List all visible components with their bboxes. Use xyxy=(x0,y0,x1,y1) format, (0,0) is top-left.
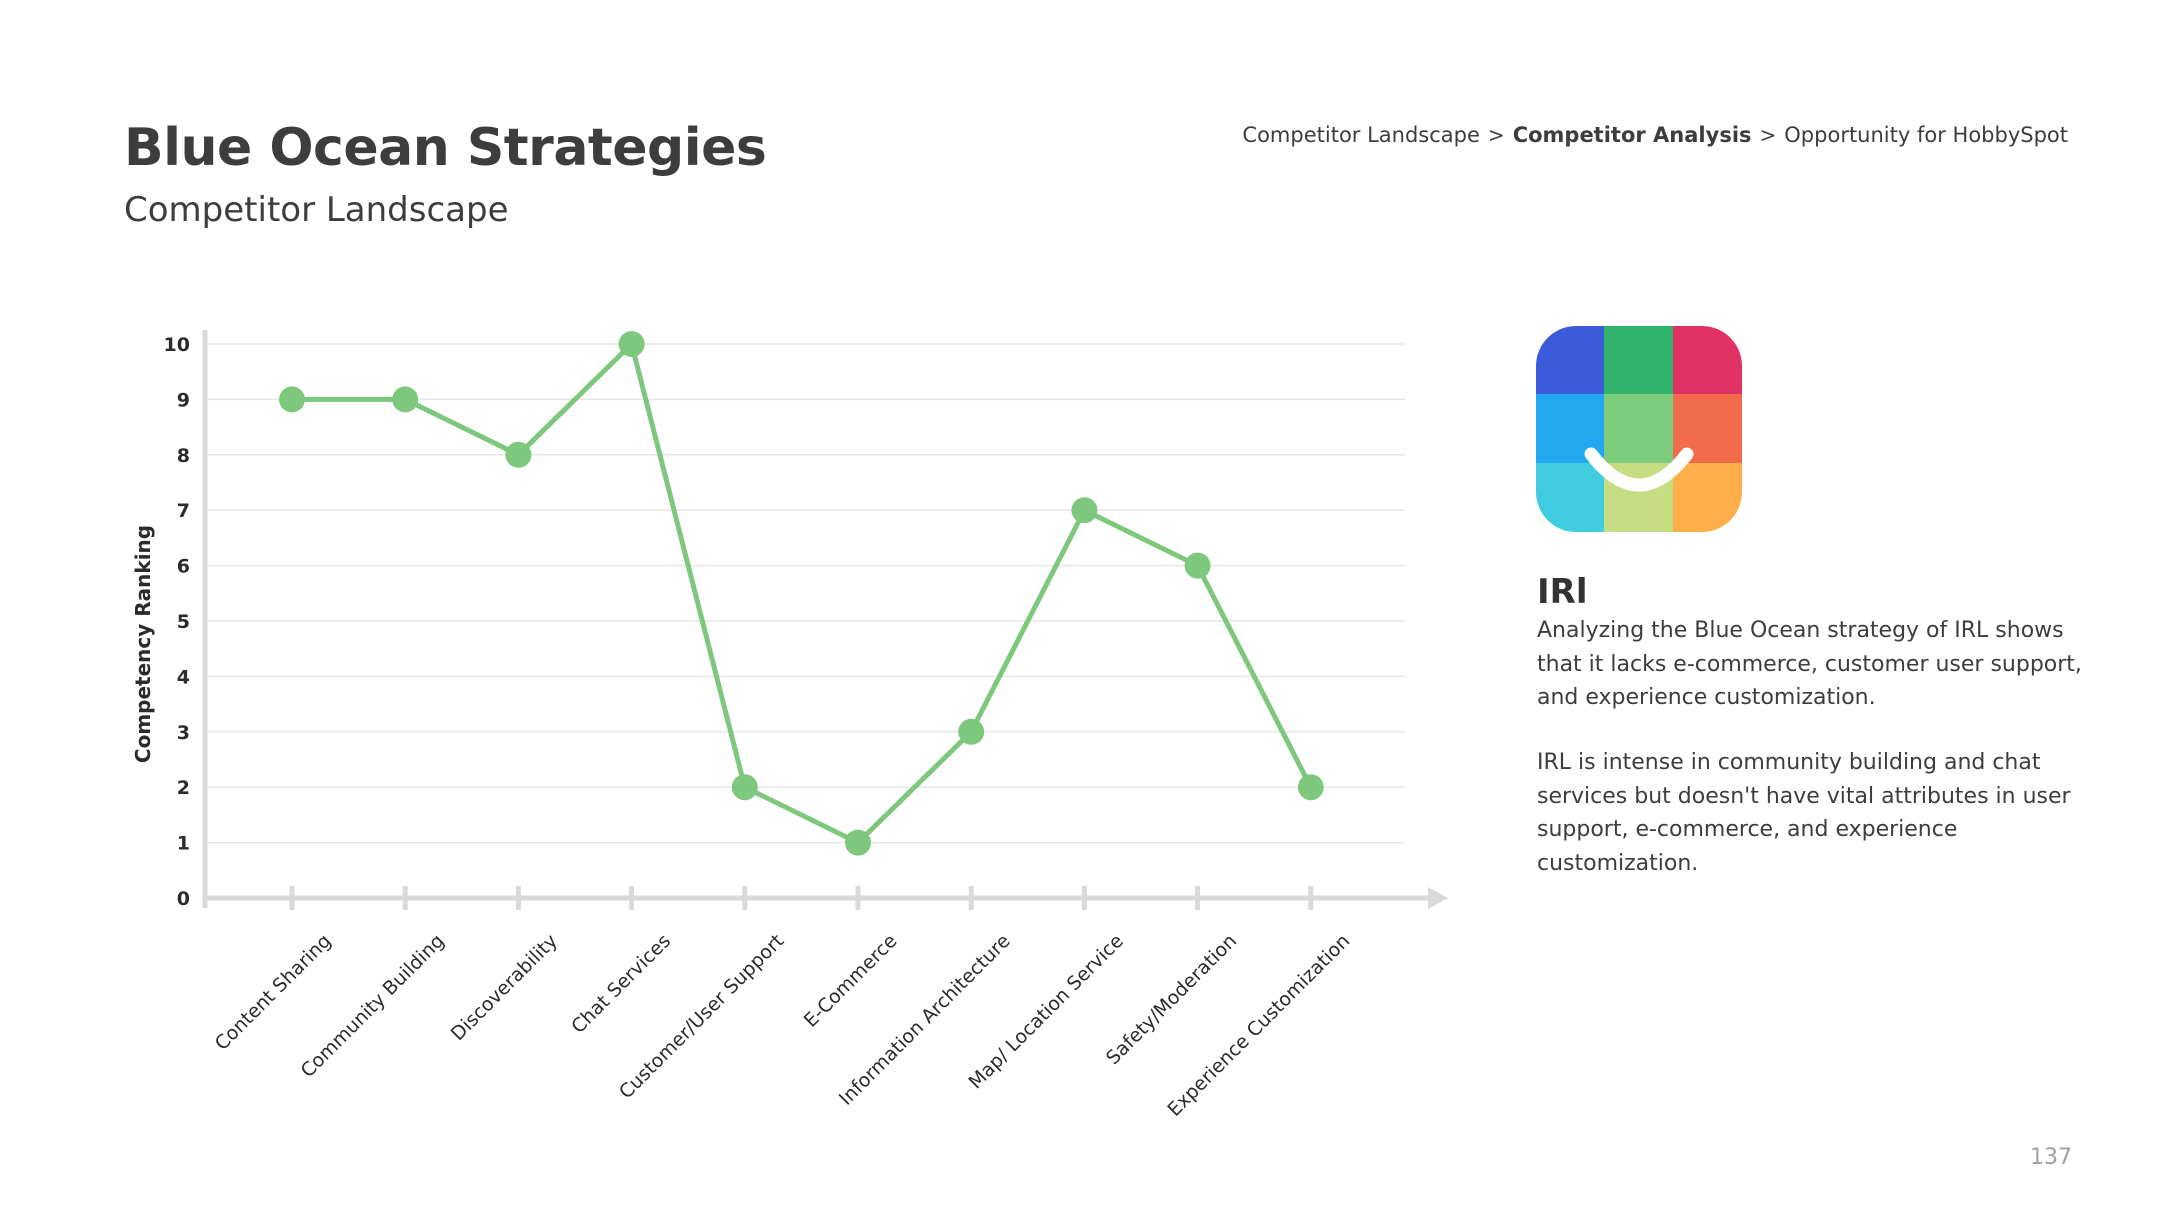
data-point xyxy=(1297,774,1324,801)
y-tick-label: 7 xyxy=(177,500,190,522)
x-tick-label: Experience Customization xyxy=(1163,930,1354,1121)
analysis-paragraph-2: IRL is intense in community building and… xyxy=(1537,750,2071,876)
y-tick-label: 3 xyxy=(177,722,190,744)
breadcrumb-item-competitor-landscape[interactable]: Competitor Landscape xyxy=(1242,123,1480,147)
x-tick-label: Content Sharing xyxy=(211,930,336,1055)
data-point xyxy=(1071,497,1098,524)
page-title: Blue Ocean Strategies xyxy=(124,118,767,178)
y-tick-label: 0 xyxy=(177,888,190,910)
y-tick-label: 4 xyxy=(177,666,190,688)
data-point xyxy=(279,386,305,413)
breadcrumb: Competitor Landscape > Competitor Analys… xyxy=(1242,123,2068,147)
y-tick-label: 8 xyxy=(177,445,190,467)
irl-app-icon xyxy=(1536,326,1742,532)
data-point xyxy=(505,441,532,468)
x-tick-label: E-Commerce xyxy=(800,930,902,1032)
data-point xyxy=(392,386,419,413)
breadcrumb-separator: > xyxy=(1487,123,1505,147)
x-axis-arrow xyxy=(1428,887,1448,909)
series-line xyxy=(292,341,1314,846)
y-tick-label: 10 xyxy=(164,334,190,356)
data-point xyxy=(958,718,985,745)
data-point xyxy=(845,829,871,856)
y-tick-label: 2 xyxy=(177,777,190,799)
x-tick-label: Discoverability xyxy=(447,930,562,1045)
app-name: IRl xyxy=(1537,572,1588,612)
analysis-paragraph-1: Analyzing the Blue Ocean strategy of IRL… xyxy=(1537,618,2082,710)
data-point xyxy=(731,774,758,801)
y-tick-label: 1 xyxy=(177,833,190,855)
breadcrumb-item-competitor-analysis[interactable]: Competitor Analysis xyxy=(1512,123,1752,147)
page-number: 137 xyxy=(2030,1145,2072,1170)
page-subtitle: Competitor Landscape xyxy=(124,190,509,230)
y-tick-label: 5 xyxy=(177,611,190,633)
y-tick-label: 9 xyxy=(177,389,190,411)
y-axis-label: Competency Ranking xyxy=(131,525,155,763)
breadcrumb-separator: > xyxy=(1759,123,1777,147)
x-tick-label: Chat Services xyxy=(567,930,675,1038)
data-point xyxy=(618,331,645,357)
y-tick-label: 6 xyxy=(177,556,190,578)
breadcrumb-item-opportunity[interactable]: Opportunity for HobbySpot xyxy=(1784,123,2068,147)
data-point xyxy=(1184,552,1211,579)
